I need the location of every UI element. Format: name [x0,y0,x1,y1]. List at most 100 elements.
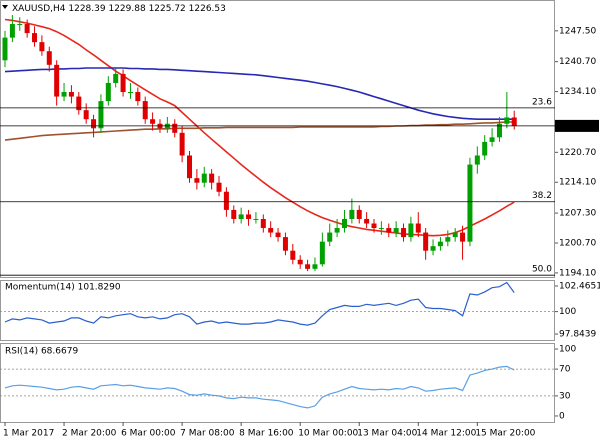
candle-body [268,228,274,233]
high-value: 1229.88 [108,4,145,14]
candle-body [2,37,8,61]
candle-body [120,73,126,93]
x-tick-label: 1 Mar 2017 [3,429,54,439]
candle-body [482,141,488,156]
low-value: 1225.72 [149,4,186,14]
candle-body [253,218,259,220]
candle-body [231,209,237,219]
candle-body [83,110,89,120]
candle-body [142,101,148,120]
candle-body [194,178,200,183]
candle-body [91,119,97,129]
close-value: 1226.53 [189,4,226,14]
candle-body [135,92,141,102]
candle-body [327,232,333,242]
candle-body [437,241,443,247]
y-tick-label: 1234.10 [559,87,596,97]
candle-body [452,232,458,238]
collapse-icon [2,5,8,9]
candle-body [371,223,377,229]
y-tick-label: 1200.70 [559,238,596,248]
plot-area [4,281,515,326]
candle-body [334,228,340,233]
candle-body [201,173,207,183]
moving-average [4,18,515,237]
indicator-line [4,365,515,409]
x-tick-label: 8 Mar 16:00 [239,429,294,439]
candle-body [290,250,296,260]
fib-label: 50.0 [532,265,552,275]
candle-body [24,24,30,34]
candle-body [179,132,185,156]
candle-body [430,246,436,251]
candle-body [32,33,38,43]
candle-body [401,228,407,238]
candle-body [275,232,281,238]
candle-body [260,218,266,229]
price-tag-label: 1226.53 [558,121,595,131]
open-value: 1228.39 [68,4,105,14]
candle-body [98,101,104,129]
candle-body [238,214,244,219]
candle-body [150,119,156,124]
candle-body [312,264,318,269]
x-tick-label: 15 Mar 20:00 [475,429,535,439]
moving-average [4,121,515,141]
x-tick-label: 13 Mar 04:00 [357,429,417,439]
candle-body [9,24,15,38]
y-tick-label: 1207.30 [559,209,596,219]
indicator-line [4,281,515,326]
candle-body [172,123,178,133]
candle-body [415,223,421,233]
y-tick-label: 100 [559,307,576,317]
candle-body [246,214,252,219]
candle-body [474,155,480,165]
candle-body [408,223,414,238]
candle-body [223,191,229,210]
x-tick-label: 7 Mar 08:00 [180,429,235,439]
rsi-title: RSI(14) 68.6679 [5,347,78,357]
chart-header: XAUUSD,H4 1228.39 1229.88 1225.72 1226.5… [12,4,226,14]
momentum-panel [0,280,555,341]
fib-label: 23.6 [532,97,552,107]
candle-body [386,228,392,233]
price-tag [555,119,599,132]
y-tick-label: 70 [559,365,571,375]
candle-body [467,164,473,242]
candle-body [511,117,517,126]
y-tick-label: 1194.10 [559,268,596,278]
y-tick-label: 97.8439 [559,330,596,340]
candle-body [39,42,45,52]
plot-area [2,14,517,272]
candle-body [127,92,133,94]
candle-body [460,232,466,242]
candle-body [17,24,23,26]
moving-average [4,67,515,120]
candle-body [305,264,311,269]
y-tick-label: 30 [559,391,571,401]
candle-body [209,173,215,183]
candle-body [297,259,303,265]
y-tick-label: 1214.10 [559,178,596,188]
candle-body [349,209,355,219]
fib-label: 38.2 [532,191,552,201]
candle-body [46,51,52,65]
candle-body [364,218,370,224]
candle-body [423,232,429,251]
candle-body [282,237,288,251]
candle-body [504,117,510,124]
rsi-panel [0,343,555,423]
y-tick-label: 102.4651 [559,281,600,291]
candle-body [341,218,347,229]
candle-body [105,82,111,102]
candle-body [54,64,60,97]
candle-body [489,137,495,142]
symbol: XAUUSD,H4 [12,4,66,14]
price-panel [0,0,555,278]
y-tick-label: 1220.70 [559,148,596,158]
candle-body [216,182,222,192]
candle-body [61,92,67,97]
candle-body [187,155,192,179]
candle-body [76,96,82,111]
